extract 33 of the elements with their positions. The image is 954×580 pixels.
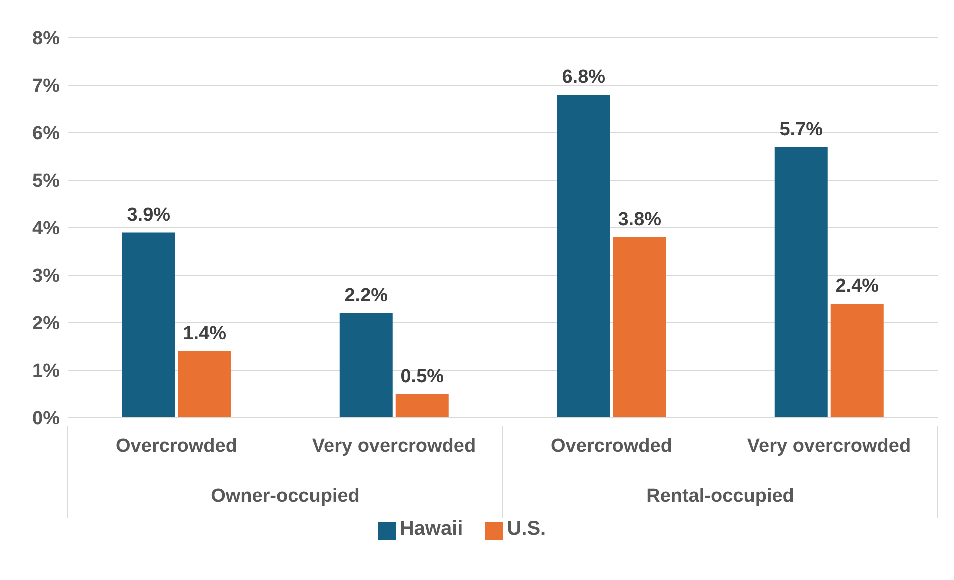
data-label: 3.8% <box>618 210 662 230</box>
bar <box>178 352 232 418</box>
data-label: 1.4% <box>183 324 227 344</box>
y-tick-label: 0% <box>32 408 60 430</box>
bar <box>396 394 449 418</box>
data-label: 3.9% <box>127 204 171 226</box>
x-tick-label: Very overcrowded <box>747 436 912 457</box>
y-tick-label: 5% <box>32 171 60 192</box>
y-tick-label: 4% <box>32 218 60 240</box>
bar <box>340 314 393 418</box>
data-label: 0.5% <box>400 366 444 388</box>
data-label: 6.8% <box>562 67 606 88</box>
data-label: 2.2% <box>344 286 388 306</box>
bar <box>122 232 176 418</box>
bar <box>557 95 610 418</box>
y-tick-label: 2% <box>32 314 60 335</box>
x-tick-label: Overcrowded <box>551 436 672 457</box>
text: Rental-occupied <box>646 486 794 507</box>
y-tick-label: 3% <box>32 266 60 288</box>
bar <box>774 147 828 418</box>
text: Owner-occupied <box>211 486 360 507</box>
x-tick-label: Overcrowded <box>116 436 238 457</box>
x-tick-label: Very overcrowded <box>312 436 476 457</box>
bar <box>830 304 884 418</box>
y-tick-label: 8% <box>32 28 60 50</box>
bar <box>613 238 666 418</box>
legend-label: Hawaii <box>400 518 464 540</box>
data-label: 5.7% <box>780 119 824 140</box>
data-label: 2.4% <box>836 276 880 297</box>
y-tick-label: 6% <box>32 124 60 145</box>
legend-label: U.S. <box>507 518 546 540</box>
y-tick-label: 7% <box>32 76 60 98</box>
y-tick-label: 1% <box>32 361 60 382</box>
